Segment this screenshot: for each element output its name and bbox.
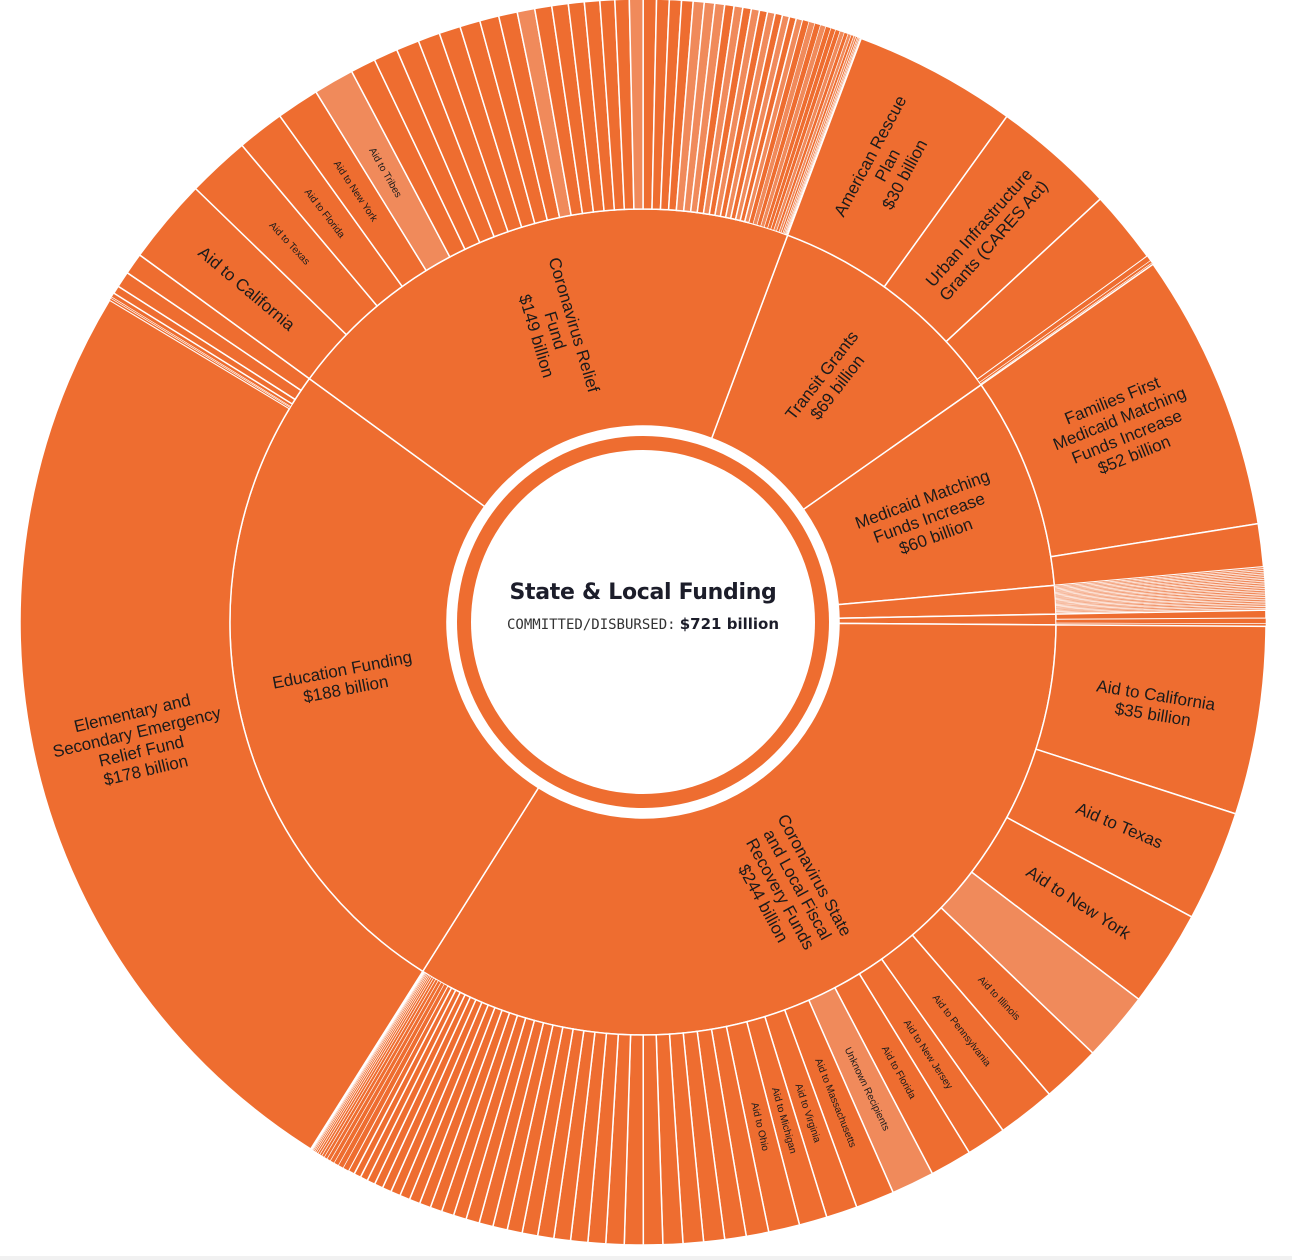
page-bottom-bar	[0, 1256, 1292, 1260]
segment-elementary-and-secondary-emergency-relief-fund[interactable]	[19, 299, 424, 1151]
segment-recipient-54[interactable]	[786, 37, 862, 236]
chart-title: State & Local Funding	[509, 580, 777, 605]
center-disc	[471, 450, 815, 794]
segment-recipient-1[interactable]	[1055, 617, 1267, 624]
total-key: COMMITTED/DISBURSED:	[506, 617, 676, 633]
total-summary: COMMITTED/DISBURSED: $721 billion	[493, 613, 793, 636]
center-summary: State & Local Funding COMMITTED/DISBURSE…	[493, 580, 793, 636]
sunburst-rings	[19, 0, 1267, 1246]
total-value: $721 billion	[679, 615, 779, 633]
